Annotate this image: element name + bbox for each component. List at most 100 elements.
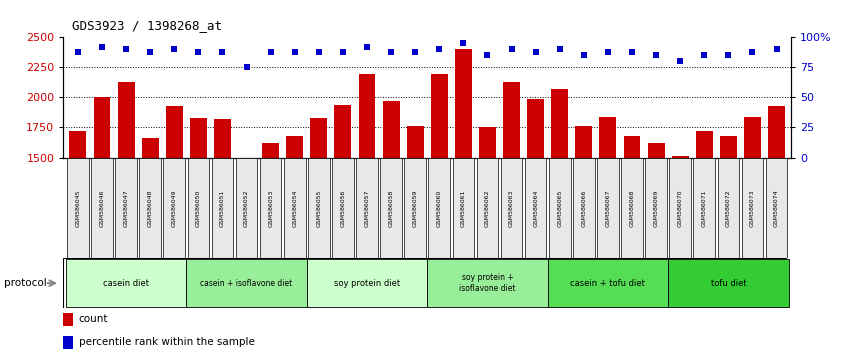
Point xyxy=(529,49,542,55)
FancyBboxPatch shape xyxy=(91,158,113,258)
Bar xyxy=(63,313,73,326)
Bar xyxy=(624,136,640,338)
FancyBboxPatch shape xyxy=(66,259,186,307)
Text: GSM586060: GSM586060 xyxy=(437,189,442,227)
Text: GSM586058: GSM586058 xyxy=(388,189,393,227)
FancyBboxPatch shape xyxy=(766,158,788,258)
Text: GSM586061: GSM586061 xyxy=(461,189,466,227)
Text: GSM586074: GSM586074 xyxy=(774,189,779,227)
Text: GSM586073: GSM586073 xyxy=(750,189,755,227)
Point xyxy=(673,58,687,64)
Bar xyxy=(503,82,520,338)
Bar xyxy=(720,136,737,338)
Text: soy protein +
isoflavone diet: soy protein + isoflavone diet xyxy=(459,274,516,293)
Text: GSM586068: GSM586068 xyxy=(629,189,634,227)
FancyBboxPatch shape xyxy=(140,158,161,258)
Point xyxy=(505,46,519,52)
Bar xyxy=(455,49,472,338)
Bar xyxy=(382,101,399,338)
Text: GSM586057: GSM586057 xyxy=(365,189,370,227)
FancyBboxPatch shape xyxy=(428,158,450,258)
Bar xyxy=(359,74,376,338)
Point xyxy=(409,49,422,55)
FancyBboxPatch shape xyxy=(307,259,427,307)
Text: GSM586055: GSM586055 xyxy=(316,189,321,227)
Text: GSM586051: GSM586051 xyxy=(220,189,225,227)
Bar xyxy=(214,119,231,338)
FancyBboxPatch shape xyxy=(597,158,618,258)
FancyBboxPatch shape xyxy=(453,158,475,258)
Text: casein + tofu diet: casein + tofu diet xyxy=(570,279,645,288)
FancyBboxPatch shape xyxy=(645,158,667,258)
Point xyxy=(770,46,783,52)
Text: GSM586045: GSM586045 xyxy=(75,189,80,227)
Point xyxy=(288,49,301,55)
Bar xyxy=(310,118,327,338)
Text: GSM586071: GSM586071 xyxy=(702,189,706,227)
Text: GSM586054: GSM586054 xyxy=(292,189,297,227)
Text: GSM586052: GSM586052 xyxy=(244,189,249,227)
Bar xyxy=(190,118,206,338)
Point xyxy=(216,49,229,55)
Text: GSM586063: GSM586063 xyxy=(509,189,514,227)
Bar xyxy=(63,336,73,349)
Point xyxy=(96,44,109,50)
Bar xyxy=(118,82,135,338)
Bar xyxy=(600,116,617,338)
Bar xyxy=(69,131,86,338)
Point xyxy=(312,49,326,55)
FancyBboxPatch shape xyxy=(669,158,691,258)
Point xyxy=(336,49,349,55)
Bar xyxy=(142,138,158,338)
FancyBboxPatch shape xyxy=(717,158,739,258)
Bar xyxy=(575,126,592,338)
Bar xyxy=(479,127,496,338)
FancyBboxPatch shape xyxy=(621,158,643,258)
Bar xyxy=(527,98,544,338)
Point xyxy=(168,46,181,52)
Point xyxy=(144,49,157,55)
FancyBboxPatch shape xyxy=(380,158,402,258)
Text: GSM586050: GSM586050 xyxy=(196,189,201,227)
Text: GSM586070: GSM586070 xyxy=(678,189,683,227)
Text: GSM586049: GSM586049 xyxy=(172,189,177,227)
Bar xyxy=(768,106,785,338)
Text: GSM586047: GSM586047 xyxy=(124,189,129,227)
Bar xyxy=(696,131,712,338)
Text: GSM586067: GSM586067 xyxy=(606,189,611,227)
Text: GSM586072: GSM586072 xyxy=(726,189,731,227)
FancyBboxPatch shape xyxy=(694,158,715,258)
FancyBboxPatch shape xyxy=(212,158,233,258)
Bar xyxy=(407,126,424,338)
Text: casein diet: casein diet xyxy=(103,279,149,288)
Text: tofu diet: tofu diet xyxy=(711,279,746,288)
Text: GSM586053: GSM586053 xyxy=(268,189,273,227)
Bar xyxy=(431,74,448,338)
Bar xyxy=(166,106,183,338)
Point xyxy=(119,46,133,52)
Text: GSM586065: GSM586065 xyxy=(558,189,563,227)
Bar xyxy=(552,89,569,338)
FancyBboxPatch shape xyxy=(163,158,185,258)
Point xyxy=(384,49,398,55)
Text: protocol: protocol xyxy=(4,278,47,288)
Text: soy protein diet: soy protein diet xyxy=(334,279,400,288)
Point xyxy=(239,64,253,70)
Point xyxy=(625,49,639,55)
Bar xyxy=(334,104,351,338)
FancyBboxPatch shape xyxy=(476,158,498,258)
FancyBboxPatch shape xyxy=(742,158,763,258)
Point xyxy=(71,49,85,55)
Point xyxy=(481,52,494,58)
Text: GSM586048: GSM586048 xyxy=(148,189,152,227)
Point xyxy=(553,46,567,52)
FancyBboxPatch shape xyxy=(427,259,547,307)
Text: GSM586069: GSM586069 xyxy=(654,189,658,227)
Bar xyxy=(286,136,303,338)
Text: GSM586064: GSM586064 xyxy=(533,189,538,227)
Point xyxy=(722,52,735,58)
Bar xyxy=(238,159,255,338)
Point xyxy=(457,40,470,46)
Point xyxy=(650,52,663,58)
FancyBboxPatch shape xyxy=(67,158,89,258)
